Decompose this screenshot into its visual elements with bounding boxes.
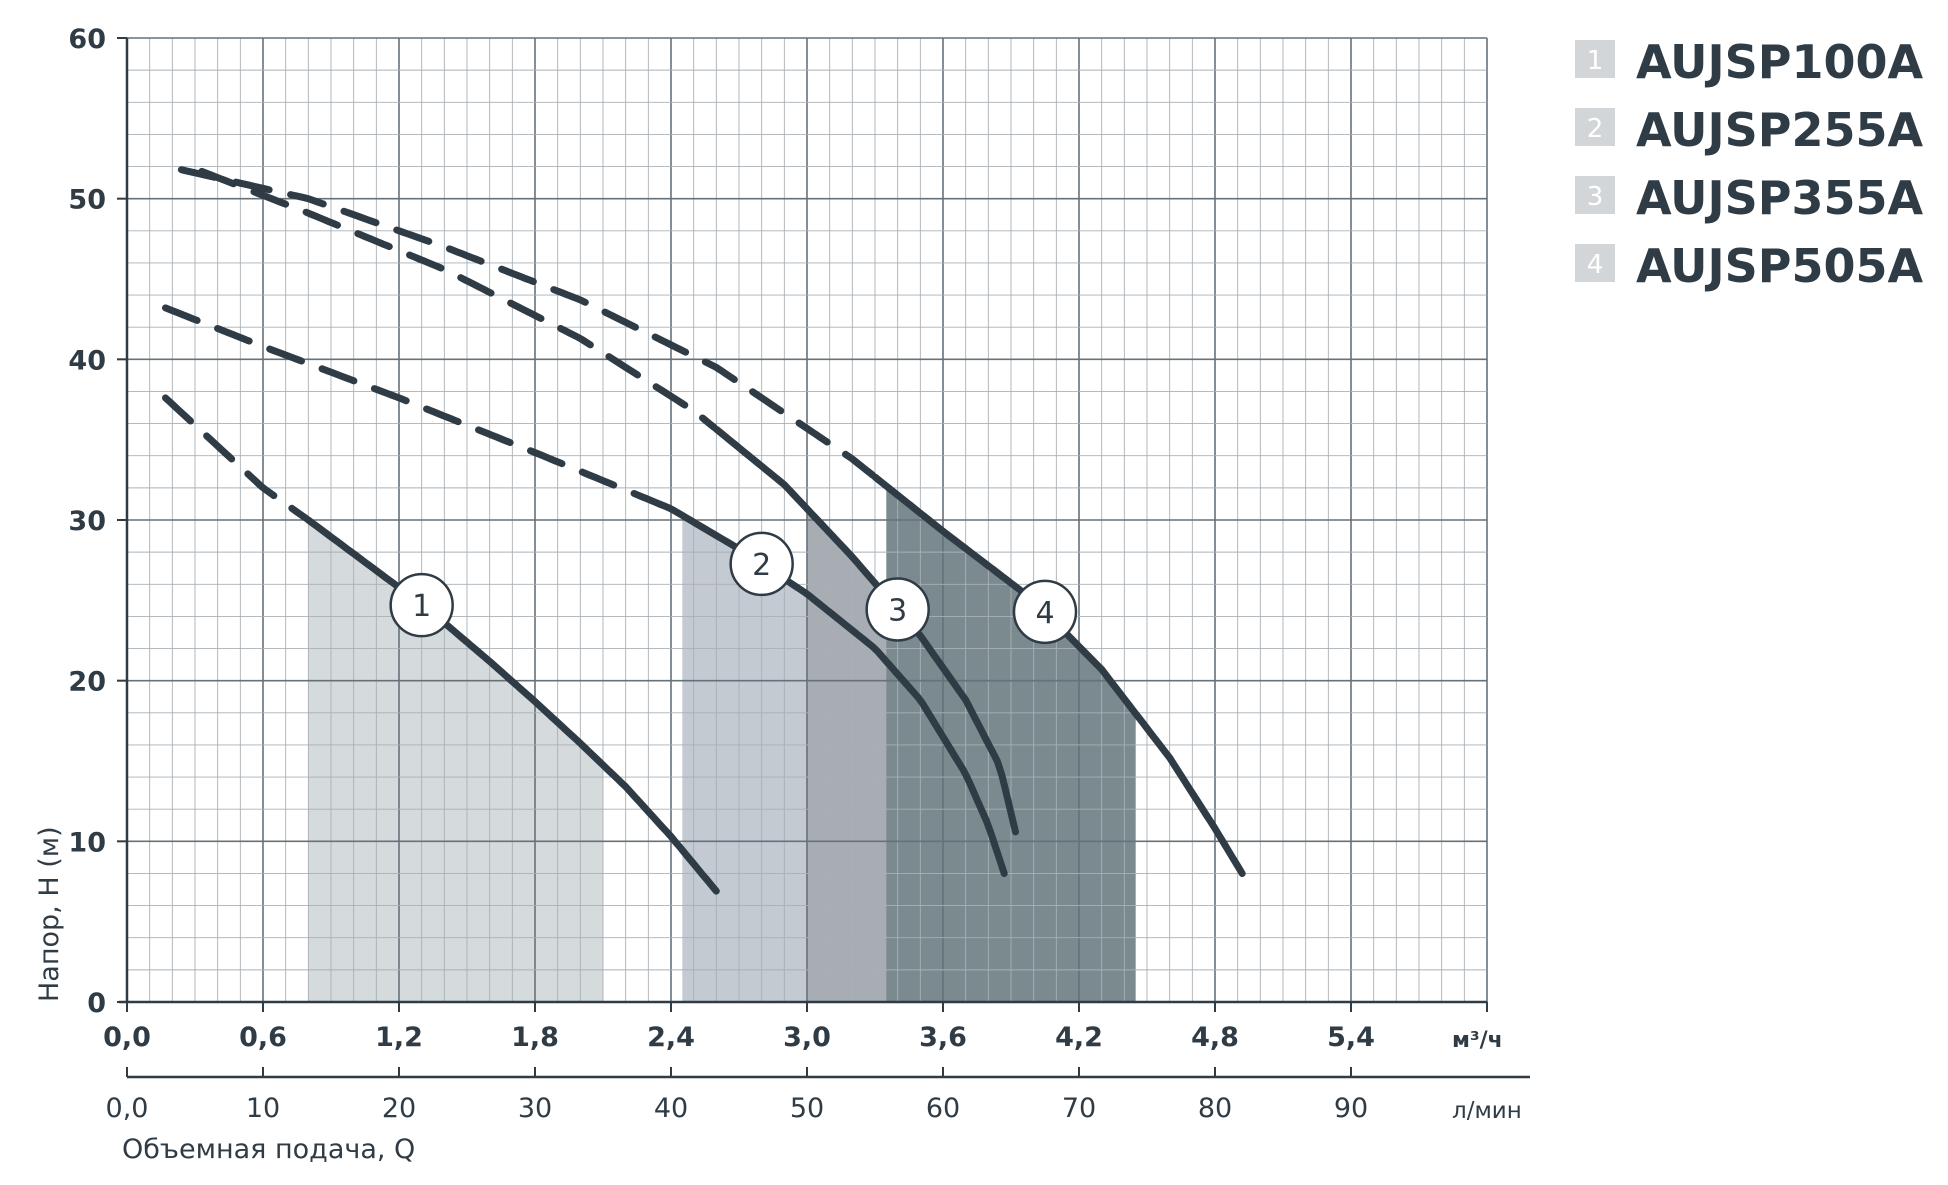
x2-tick-label: 10 <box>246 1093 280 1124</box>
x-axis-label: Объемная подача, Q <box>122 1134 415 1165</box>
curve-markers: 1 2 3 4 <box>389 531 1078 645</box>
legend-label-2: AUJSP255A <box>1636 103 1924 157</box>
x2-tick-label: 70 <box>1062 1093 1096 1124</box>
curve-marker-circle-3 <box>865 577 930 642</box>
y-tick-label: 0 <box>87 988 106 1019</box>
x2-tick-label: 30 <box>518 1093 552 1124</box>
x-axis-unit-lmin: л/мин <box>1452 1098 1522 1124</box>
x2-tick-label: 80 <box>1198 1093 1232 1124</box>
work-range-fills <box>308 486 1136 1003</box>
y-tick-label: 20 <box>68 667 106 698</box>
y-axis-label: Напор, Н (м) <box>34 826 65 1002</box>
x-tick-label: 5,4 <box>1327 1022 1375 1053</box>
legend-swatch-4 <box>1575 244 1615 282</box>
x-tick-label: 3,0 <box>783 1022 831 1053</box>
x2-tick-label: 60 <box>926 1093 960 1124</box>
x-tick-label: 3,6 <box>919 1022 967 1053</box>
chart-grid <box>126 37 1488 1003</box>
x-tick-label: 2,4 <box>647 1022 695 1053</box>
x2-tick-label: 90 <box>1334 1093 1368 1124</box>
curve-marker-circle-1 <box>389 572 454 638</box>
legend-number-4: 4 <box>1587 250 1604 280</box>
curve-dashed-2 <box>162 304 664 508</box>
x-tick-label: 1,8 <box>511 1022 559 1053</box>
x2-tick-label: 50 <box>790 1093 824 1124</box>
tick-labels: 0,0 0,6 1,2 1,8 2,4 3,0 3,6 4,2 4,8 5,40,0 10 20 30 4… <box>68 24 1375 1124</box>
x-axis-unit-m3h: м³/ч <box>1452 1028 1503 1053</box>
chart-legend: 1 AUJSP100A 2 AUJSP255A 3 AUJSP355A 4 AUJSP505A <box>1575 35 1924 293</box>
curve-marker-circle-2 <box>729 531 794 597</box>
x-tick-label: 0,0 <box>103 1022 151 1053</box>
legend-number-3: 3 <box>1587 182 1604 212</box>
legend-swatch-2 <box>1575 108 1615 146</box>
x2-tick-label: 40 <box>654 1093 688 1124</box>
curve-dashed-4 <box>177 166 879 481</box>
curve-marker-label-4: 4 <box>1035 596 1054 631</box>
x-tick-label: 4,8 <box>1191 1022 1239 1053</box>
chart-axes <box>117 37 1530 1079</box>
legend-number-1: 1 <box>1587 46 1604 76</box>
work-range-fill-1 <box>308 520 603 1002</box>
curve-dashed-3 <box>198 167 718 431</box>
legend-number-2: 2 <box>1587 114 1604 144</box>
curve-solid-3 <box>712 425 1019 836</box>
y-tick-label: 10 <box>68 827 106 858</box>
y-tick-label: 50 <box>68 185 106 216</box>
legend-label-4: AUJSP505A <box>1636 239 1924 293</box>
x-tick-label: 1,2 <box>375 1022 423 1053</box>
y-tick-label: 30 <box>68 506 106 537</box>
curve-marker-label-2: 2 <box>752 548 771 583</box>
legend-label-1: AUJSP100A <box>1636 35 1924 89</box>
x2-tick-label: 20 <box>382 1093 416 1124</box>
legend-swatch-1 <box>1575 40 1615 78</box>
curve-marker-label-1: 1 <box>412 589 431 624</box>
curve-solid-2 <box>656 500 1008 877</box>
curve-marker-circle-4 <box>1012 579 1078 645</box>
legend-swatch-3 <box>1575 176 1615 214</box>
curve-dashed-1 <box>162 394 310 522</box>
curve-solid-1 <box>304 516 720 895</box>
y-tick-label: 60 <box>68 24 106 55</box>
x-tick-label: 4,2 <box>1055 1022 1103 1053</box>
curve-marker-label-3: 3 <box>888 593 907 628</box>
y-tick-label: 40 <box>68 345 106 376</box>
x-tick-label: 0,6 <box>239 1022 287 1053</box>
x2-tick-label: 0,0 <box>106 1093 149 1124</box>
legend-label-3: AUJSP355A <box>1636 171 1924 225</box>
